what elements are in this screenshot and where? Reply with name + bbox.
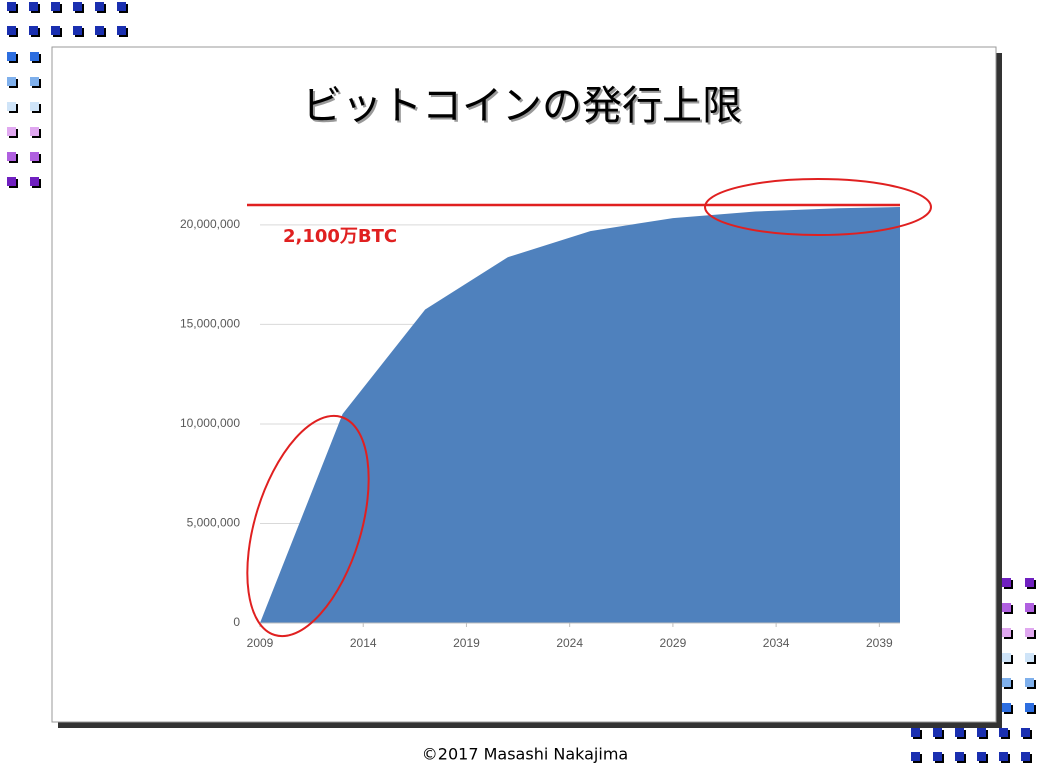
deco-square <box>95 26 104 35</box>
deco-square <box>30 102 39 111</box>
deco-square <box>51 2 60 11</box>
deco-square <box>1025 603 1034 612</box>
deco-square <box>30 177 39 186</box>
deco-square <box>30 152 39 161</box>
deco-square <box>1021 752 1030 761</box>
y-tick-label: 20,000,000 <box>180 217 240 231</box>
deco-square <box>977 728 986 737</box>
deco-square <box>7 26 16 35</box>
deco-square <box>73 26 82 35</box>
deco-square <box>1025 578 1034 587</box>
deco-square <box>933 752 942 761</box>
x-tick-label: 2024 <box>556 636 583 650</box>
deco-square <box>1002 653 1011 662</box>
x-tick-label: 2039 <box>866 636 893 650</box>
x-tick-label: 2019 <box>453 636 480 650</box>
deco-square <box>7 52 16 61</box>
deco-square <box>955 752 964 761</box>
plot: 0 5,000,000 10,000,000 15,000,000 20,000,000… <box>180 178 932 650</box>
x-tick-label: 2014 <box>350 636 377 650</box>
highlight-ellipse <box>246 414 370 638</box>
deco-square <box>95 2 104 11</box>
footer: ©2017 Masashi Nakajima <box>422 745 628 764</box>
deco-square <box>7 102 16 111</box>
x-tick-label: 2009 <box>247 636 274 650</box>
deco-square <box>911 752 920 761</box>
deco-square <box>911 728 920 737</box>
x-tick-label: 2034 <box>763 636 790 650</box>
deco-square <box>73 2 82 11</box>
deco-square <box>1025 628 1034 637</box>
area <box>260 206 900 623</box>
deco-square <box>933 728 942 737</box>
y-tick-label: 5,000,000 <box>187 516 241 530</box>
y-tick-label: 0 <box>233 615 240 629</box>
deco-square <box>1002 578 1011 587</box>
reference-label: 2,100万BTC <box>283 226 397 247</box>
deco-square <box>1002 603 1011 612</box>
deco-square <box>999 728 1008 737</box>
chart-title: ビットコインの発行上限 <box>302 83 742 129</box>
highlight-ellipse <box>704 178 932 236</box>
deco-square <box>955 728 964 737</box>
deco-square <box>7 177 16 186</box>
deco-square <box>7 127 16 136</box>
deco-square <box>117 2 126 11</box>
deco-square <box>30 77 39 86</box>
deco-square <box>51 26 60 35</box>
deco-square <box>1002 678 1011 687</box>
y-tick-label: 10,000,000 <box>180 416 240 430</box>
deco-square <box>1021 728 1030 737</box>
deco-square <box>1002 628 1011 637</box>
deco-square <box>7 77 16 86</box>
deco-square <box>29 26 38 35</box>
decoration <box>7 2 1036 763</box>
deco-square <box>7 152 16 161</box>
deco-square <box>977 752 986 761</box>
deco-square <box>30 52 39 61</box>
deco-square <box>1025 653 1034 662</box>
title-shadow: ビットコインの発行上限 <box>304 85 744 131</box>
deco-square <box>30 127 39 136</box>
deco-square <box>1002 703 1011 712</box>
x-tick-label: 2029 <box>660 636 687 650</box>
deco-square <box>7 2 16 11</box>
deco-square <box>999 752 1008 761</box>
deco-square <box>29 2 38 11</box>
y-tick-label: 15,000,000 <box>180 317 240 331</box>
deco-square <box>1025 678 1034 687</box>
deco-square <box>1025 703 1034 712</box>
deco-square <box>117 26 126 35</box>
